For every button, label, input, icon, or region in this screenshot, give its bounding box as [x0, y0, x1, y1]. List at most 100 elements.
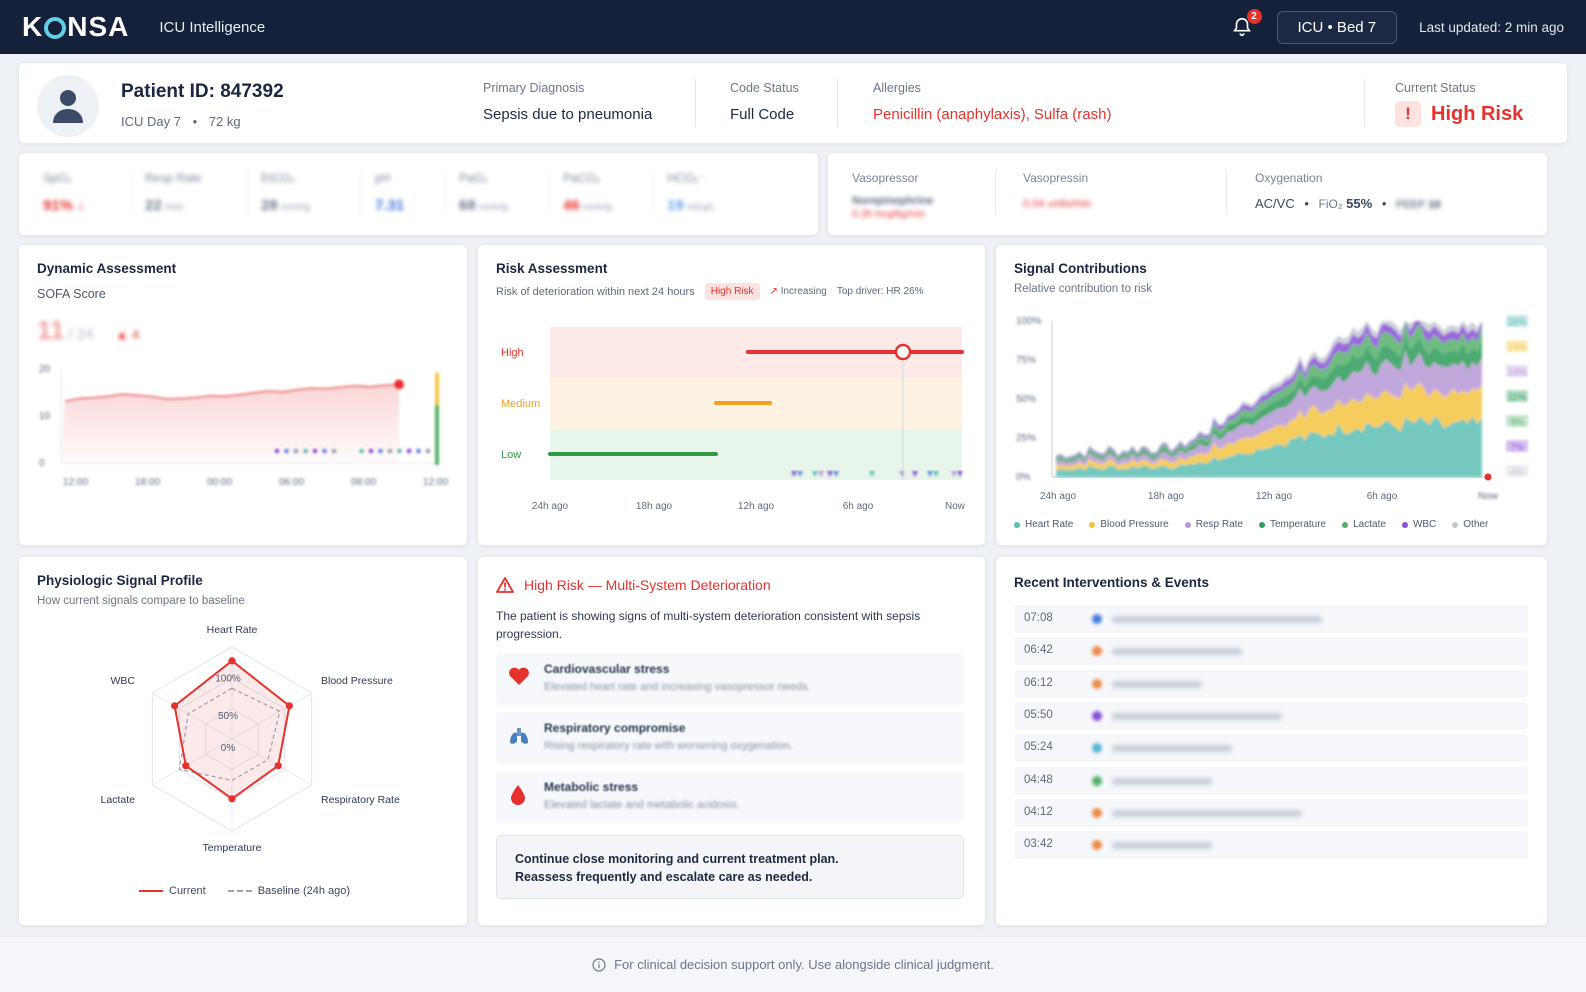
current-point — [171, 702, 179, 710]
bed-selector[interactable]: ICU • Bed 7 — [1276, 10, 1398, 44]
event-marker — [951, 471, 957, 477]
vital-value: 22/min — [145, 197, 202, 214]
weight: 72 kg — [208, 114, 241, 129]
event-marker — [368, 448, 374, 454]
icu-day: ICU Day 7 — [121, 114, 181, 129]
event-description-blurred — [1112, 616, 1322, 623]
diagnosis-label: Primary Diagnosis — [483, 81, 585, 95]
legend-item: Resp Rate — [1184, 519, 1243, 530]
legend-baseline: Baseline (24h ago) — [257, 885, 351, 897]
event-description-blurred — [1112, 777, 1212, 785]
app-title: ICU Intelligence — [159, 18, 266, 36]
y-tick: 10 — [39, 411, 51, 422]
vital-unit: /min — [164, 202, 184, 213]
share-chip — [1506, 465, 1528, 477]
lungs-icon — [508, 725, 532, 749]
vital-5: PaCO₂ 46 mmHg — [563, 171, 612, 214]
event-marker — [912, 471, 918, 477]
contrib-area-0 — [1056, 416, 1482, 477]
alert-description: The patient is showing signs of multi-sy… — [496, 609, 921, 641]
vasopressin-dose: 0.04 units/min — [1023, 198, 1092, 210]
event-marker — [957, 471, 963, 477]
legend-dot — [1452, 521, 1459, 528]
current-point — [228, 795, 236, 803]
share-value: 7% — [1510, 442, 1523, 452]
vital-2: EtCO₂ 28 mmHg — [261, 171, 310, 214]
radar-axis-label: Blood Pressure — [321, 675, 393, 687]
scale-bar — [435, 405, 439, 465]
event-description-blurred — [1112, 745, 1232, 753]
oxygenation: Oxygenation AC/VC • FiO₂ 55% • PEEP 10 — [1255, 171, 1441, 211]
vital-value: 91% ↓ — [43, 197, 88, 214]
y-tick: 0 — [39, 458, 45, 469]
event-marker — [359, 448, 364, 454]
legend-dot — [1342, 521, 1349, 528]
sofa-chart: 20 10 0 12:00 18:00 00:00 06:00 08:00 12:00 — [39, 364, 448, 488]
legend-dot — [1258, 521, 1265, 528]
alert-item-title: Respiratory compromise — [544, 721, 686, 735]
contrib-area-1 — [1056, 382, 1482, 471]
vital-number: 68 — [459, 197, 476, 214]
contrib-legend: Heart Rate Blood Pressure Resp Rate Tempera… — [1014, 519, 1488, 530]
event-marker — [818, 471, 824, 477]
vent-mode: AC/VC — [1255, 196, 1295, 211]
patient-header: Patient ID: 847392 ICU Day 7 • 72 kg Pri… — [18, 62, 1568, 144]
risk-assessment-card: Risk Assessment Risk of deterioration wi… — [477, 244, 986, 546]
event-time: 04:48 — [1024, 773, 1053, 786]
x-tick: 12:00 — [423, 477, 448, 488]
vitals-strip: SpO₂ 91% ↓ Resp Rate 22/min EtCO₂ 28 mmHg pH 7.3… — [18, 152, 819, 236]
sofa-current-point — [394, 379, 404, 390]
vital-label: Resp Rate — [145, 171, 202, 185]
x-tick: 08:00 — [351, 477, 376, 488]
peep-value: 10 — [1428, 199, 1441, 211]
sofa-score: 11 — [37, 315, 65, 345]
allergies-label: Allergies — [873, 81, 921, 95]
primary-diagnosis: Primary Diagnosis Sepsis due to pneumoni… — [483, 81, 652, 123]
notifications-button[interactable]: 2 — [1229, 9, 1262, 40]
event-marker — [827, 471, 833, 477]
vital-value: 28 mmHg — [261, 197, 310, 214]
event-time: 06:42 — [1024, 644, 1053, 657]
vital-0: SpO₂ 91% ↓ — [43, 171, 88, 214]
vital-label: PaO₂ — [459, 171, 488, 185]
sofa-delta: ▲ 4 — [115, 327, 140, 342]
vital-number: 46 — [563, 197, 580, 214]
current-point — [285, 702, 293, 710]
event-marker — [812, 471, 818, 477]
x-tick: 24h ago — [1040, 491, 1077, 502]
event-description-blurred — [1112, 842, 1212, 850]
diagnosis-value: Sepsis due to pneumonia — [483, 106, 653, 123]
share-value: 19% — [1508, 342, 1526, 352]
event-row: 06:42 — [1014, 637, 1528, 666]
vital-divider — [131, 171, 132, 215]
x-tick: 00:00 — [207, 477, 232, 488]
legend-dot — [1184, 521, 1191, 528]
event-marker — [378, 448, 383, 454]
vital-number: 7.31 — [375, 197, 405, 214]
x-tick: 18h ago — [1148, 491, 1185, 502]
vital-value: 46 mmHg — [563, 197, 612, 214]
event-time: 03:42 — [1024, 838, 1053, 851]
event-description-blurred — [1112, 809, 1302, 817]
event-description-blurred — [1112, 680, 1202, 688]
current-status-value: High Risk — [1431, 102, 1524, 125]
legend-label: Blood Pressure — [1100, 519, 1169, 530]
event-marker — [425, 448, 431, 454]
event-marker — [293, 448, 299, 454]
konsa-logo[interactable]: K NSA — [22, 11, 130, 42]
patient-id: Patient ID: 847392 — [121, 81, 284, 102]
vital-6: HCO₃⁻ 19 mEq/L — [667, 171, 716, 214]
y-tick: 75% — [1016, 355, 1036, 366]
radar-axis-label: Temperature — [203, 842, 262, 854]
bell-icon — [1232, 17, 1251, 37]
radar-axis-label: Respiratory Rate — [321, 794, 400, 806]
legend-item: Lactate — [1342, 519, 1386, 530]
events-title: Recent Interventions & Events — [1014, 575, 1210, 590]
contrib-chart: 100% 75% 50% 25% 0% 26% 19% 14% 11% 9% 7% 4% 24h ago… — [1016, 315, 1528, 502]
sofa-line — [64, 383, 400, 403]
radar-axis-label: Heart Rate — [207, 624, 258, 636]
fio2-value: 55% — [1346, 196, 1373, 211]
warning-icon — [496, 577, 514, 593]
now-point — [1484, 473, 1492, 481]
event-time: 06:12 — [1024, 676, 1053, 689]
